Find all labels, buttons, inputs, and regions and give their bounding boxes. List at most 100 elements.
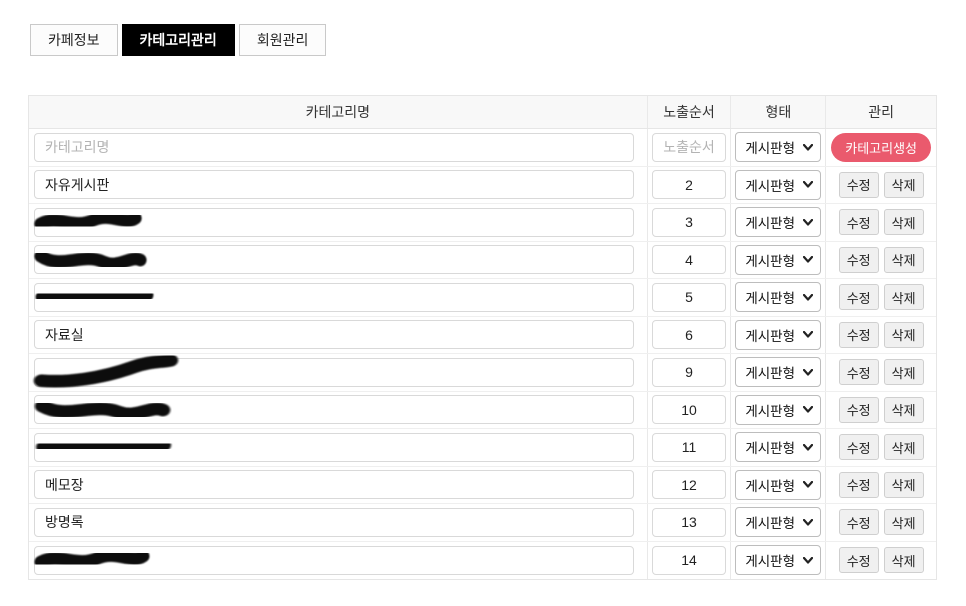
edit-button[interactable]: 수정 <box>838 171 879 198</box>
type-select[interactable]: 게시판형 <box>735 507 822 538</box>
create-action-cell: 카테고리생성 <box>826 129 936 166</box>
delete-button[interactable]: 삭제 <box>883 284 924 311</box>
type-select[interactable]: 게시판형 <box>735 319 822 350</box>
type-select[interactable]: 게시판형 <box>735 357 822 388</box>
display-order-input[interactable] <box>652 545 727 575</box>
display-order-cell <box>648 166 732 203</box>
category-name-input[interactable] <box>34 282 634 312</box>
type-select[interactable]: 게시판형 <box>735 469 822 500</box>
tab-member-management[interactable]: 회원관리 <box>238 24 327 56</box>
header-display-order: 노출순서 <box>648 96 732 128</box>
display-order-cell <box>648 391 732 428</box>
delete-button[interactable]: 삭제 <box>883 246 924 273</box>
edit-button[interactable]: 수정 <box>838 246 879 273</box>
delete-button[interactable]: 삭제 <box>883 396 924 423</box>
display-order-input[interactable] <box>652 320 727 350</box>
display-order-input[interactable] <box>652 357 727 387</box>
chevron-down-icon <box>803 556 814 564</box>
display-order-input[interactable] <box>652 282 727 312</box>
category-name-cell <box>29 429 648 466</box>
category-name-cell <box>29 166 648 203</box>
type-select[interactable]: 게시판형 <box>735 394 822 425</box>
category-name-input[interactable] <box>34 170 634 200</box>
category-name-cell <box>29 279 648 316</box>
manage-cell: 수정 삭제 <box>826 204 936 241</box>
edit-button[interactable]: 수정 <box>838 209 879 236</box>
type-select-value: 게시판형 <box>745 554 796 570</box>
manage-cell: 수정 삭제 <box>826 279 936 316</box>
chevron-down-icon <box>803 368 814 376</box>
category-name-cell <box>29 504 648 541</box>
type-cell: 게시판형 <box>731 354 827 391</box>
delete-button[interactable]: 삭제 <box>883 547 924 574</box>
edit-button[interactable]: 수정 <box>838 471 879 498</box>
delete-button[interactable]: 삭제 <box>883 321 924 348</box>
type-select[interactable]: 게시판형 <box>735 282 822 313</box>
category-name-input[interactable] <box>34 320 634 350</box>
category-name-input[interactable] <box>34 207 634 237</box>
display-order-input[interactable] <box>652 507 727 537</box>
category-name-cell <box>29 354 648 391</box>
type-cell: 게시판형 <box>731 316 827 353</box>
manage-cell: 수정 삭제 <box>826 392 936 429</box>
edit-button[interactable]: 수정 <box>838 284 879 311</box>
category-name-input[interactable] <box>34 357 634 387</box>
delete-button[interactable]: 삭제 <box>883 209 924 236</box>
display-order-input[interactable] <box>652 170 727 200</box>
chevron-down-icon <box>803 443 814 451</box>
header-type: 형태 <box>731 96 827 128</box>
category-name-input[interactable] <box>34 545 634 575</box>
edit-button[interactable]: 수정 <box>838 434 879 461</box>
type-select-value: 게시판형 <box>745 366 796 382</box>
header-manage: 관리 <box>868 104 894 120</box>
edit-button[interactable]: 수정 <box>838 321 879 348</box>
delete-button[interactable]: 삭제 <box>883 434 924 461</box>
category-name-input[interactable] <box>34 470 634 500</box>
type-cell: 게시판형 <box>731 204 827 241</box>
type-select-value: 게시판형 <box>745 328 796 344</box>
type-select-value: 게시판형 <box>745 291 796 307</box>
edit-button[interactable]: 수정 <box>838 509 879 536</box>
edit-button[interactable]: 수정 <box>838 359 879 386</box>
type-select[interactable]: 게시판형 <box>735 207 822 238</box>
table-header-row: 카테고리명 노출순서 형태 관리 <box>29 96 936 129</box>
display-order-input[interactable] <box>652 395 727 425</box>
manage-cell: 수정 삭제 <box>826 467 936 504</box>
type-select[interactable]: 게시판형 <box>735 169 822 200</box>
display-order-input[interactable] <box>652 245 727 275</box>
new-category-name-input[interactable] <box>34 132 634 162</box>
create-category-button[interactable]: 카테고리생성 <box>831 132 931 162</box>
header-category-name: 카테고리명 <box>29 96 648 128</box>
new-type-select[interactable]: 게시판형 <box>735 132 822 163</box>
table-body: 게시판형 수정 삭제 <box>29 166 936 579</box>
delete-button[interactable]: 삭제 <box>883 509 924 536</box>
display-order-cell <box>648 316 732 353</box>
category-row: 게시판형 수정 삭제 <box>29 504 936 542</box>
chevron-down-icon <box>803 218 814 226</box>
type-select[interactable]: 게시판형 <box>735 545 822 576</box>
display-order-cell <box>648 279 732 316</box>
type-select-value: 게시판형 <box>745 478 796 494</box>
edit-button[interactable]: 수정 <box>838 396 879 423</box>
delete-button[interactable]: 삭제 <box>883 471 924 498</box>
manage-cell: 수정 삭제 <box>826 167 936 204</box>
display-order-input[interactable] <box>652 207 727 237</box>
type-select[interactable]: 게시판형 <box>735 432 822 463</box>
chevron-down-icon <box>803 518 814 526</box>
category-name-input[interactable] <box>34 432 634 462</box>
tab-cafe-info[interactable]: 카페정보 <box>30 24 118 56</box>
type-cell: 게시판형 <box>731 279 827 316</box>
type-select-value: 게시판형 <box>745 141 796 157</box>
category-name-input[interactable] <box>34 245 634 275</box>
display-order-input[interactable] <box>652 432 727 462</box>
display-order-input[interactable] <box>652 470 727 500</box>
category-name-input[interactable] <box>34 395 634 425</box>
delete-button[interactable]: 삭제 <box>883 171 924 198</box>
new-display-order-input[interactable] <box>652 132 727 162</box>
edit-button[interactable]: 수정 <box>838 547 879 574</box>
delete-button[interactable]: 삭제 <box>883 359 924 386</box>
type-select[interactable]: 게시판형 <box>735 244 822 275</box>
category-name-input[interactable] <box>34 507 634 537</box>
tab-category-management[interactable]: 카테고리관리 <box>121 24 235 56</box>
